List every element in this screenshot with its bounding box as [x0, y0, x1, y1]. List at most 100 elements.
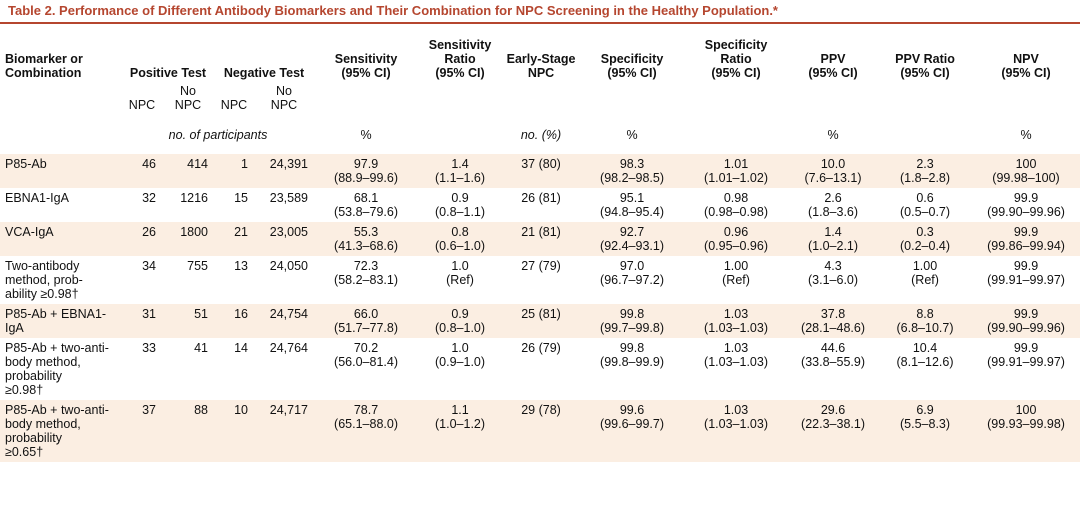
- specificity-ratio-cell: 1.01 (1.01–1.02): [684, 154, 789, 188]
- ppv-ratio-cell: 0.3 (0.2–0.4): [878, 222, 973, 256]
- negative-npc-cell: 1: [214, 154, 254, 188]
- early-stage-cell: 21 (81): [502, 222, 581, 256]
- negative-no-npc-cell: 24,717: [254, 400, 315, 462]
- header-sensitivity: Sensitivity (95% CI): [334, 52, 398, 80]
- npv-cell: 99.9 (99.91–99.97): [987, 341, 1065, 369]
- ppv-ratio-cell: 0.6 (0.5–0.7): [900, 191, 951, 219]
- biomarker-cell: P85-Ab: [0, 154, 122, 188]
- specificity-cell: 99.8 (99.7–99.8): [580, 304, 685, 338]
- unit-early-stage: no. (%): [520, 128, 562, 142]
- ppv-cell: 10.0 (7.6–13.1): [788, 154, 879, 188]
- negative-no-npc-cell: 24,764: [269, 341, 309, 355]
- specificity-cell: 95.1 (94.8–95.4): [600, 191, 664, 219]
- header-positive-test: Positive Test: [129, 66, 207, 80]
- ppv-ratio-cell: 8.8 (6.8–10.7): [878, 304, 973, 338]
- sensitivity-ratio-cell: 0.9 (0.8–1.1): [435, 191, 486, 219]
- negative-no-npc-cell: 24,754: [254, 304, 315, 338]
- table-row: VCA-IgA 26 1800 21 23,005 55.3 (41.3–68.6) 0.8(…: [0, 222, 1080, 256]
- subheader-pos-no-npc: No NPC: [174, 84, 202, 112]
- negative-npc-cell: 15: [234, 191, 248, 205]
- early-stage-cell: 26 (81): [521, 191, 561, 205]
- npv-cell: 99.9 (99.91–99.97): [987, 259, 1065, 287]
- npv-cell: 99.9 (99.90–99.96): [987, 191, 1065, 219]
- positive-npc-cell: 46: [122, 154, 162, 188]
- header-biomarker: Biomarker or Combination: [5, 52, 83, 80]
- ppv-cell: 1.4 (1.0–2.1): [788, 222, 879, 256]
- sensitivity-cell: 97.9 (88.9–99.6): [314, 154, 419, 188]
- positive-no-npc-cell: 51: [162, 304, 214, 338]
- early-stage-cell: 27 (79): [521, 259, 561, 273]
- negative-npc-cell: 13: [234, 259, 248, 273]
- ppv-ratio-cell: 10.4 (8.1–12.6): [896, 341, 954, 369]
- biomarker-cell: Two-antibody method, prob-ability ≥0.98†: [5, 259, 83, 301]
- specificity-cell: 97.0 (96.7–97.2): [600, 259, 664, 287]
- positive-no-npc-cell: 755: [187, 259, 208, 273]
- npv-cell: 100 (99.98–100): [972, 154, 1080, 188]
- sensitivity-ratio-cell: 1.4 (1.1–1.6): [418, 154, 503, 188]
- subheader-neg-npc: NPC: [220, 98, 248, 112]
- table-row: P85-Ab + EBNA1- IgA 31 51 16 24,754 66.0 (51.7–…: [0, 304, 1080, 338]
- positive-npc-cell: 26: [122, 222, 162, 256]
- biomarker-cell: VCA-IgA: [0, 222, 122, 256]
- negative-no-npc-cell: 24,050: [269, 259, 309, 273]
- sensitivity-cell: 68.1 (53.8–79.6): [334, 191, 398, 219]
- npv-cell: 100 (99.93–99.98): [972, 400, 1080, 462]
- specificity-ratio-cell: 1.03 (1.03–1.03): [684, 400, 789, 462]
- specificity-ratio-cell: 1.00 (Ref): [722, 259, 750, 287]
- header-specificity: Specificity (95% CI): [600, 52, 664, 80]
- header-sensitivity-ratio: Sensitivity Ratio (95% CI): [428, 38, 492, 80]
- specificity-ratio-cell: 1.03 (1.03–1.03): [684, 304, 789, 338]
- unit-participants: no. of participants: [168, 128, 268, 142]
- early-stage-cell: 29 (78): [502, 400, 581, 462]
- ppv-cell: 37.8 (28.1–48.6): [788, 304, 879, 338]
- biomarker-cell: P85-Ab + EBNA1- IgA: [0, 304, 122, 338]
- early-stage-cell: 37 (80): [502, 154, 581, 188]
- ppv-cell: 4.3 (3.1–6.0): [808, 259, 859, 287]
- specificity-cell: 99.8 (99.8–99.9): [600, 341, 664, 369]
- npv-cell: 99.9 (99.86–99.94): [972, 222, 1080, 256]
- header-specificity-ratio: Specificity Ratio (95% CI): [704, 38, 768, 80]
- positive-no-npc-cell: 1800: [162, 222, 214, 256]
- ppv-ratio-cell: 6.9 (5.5–8.3): [878, 400, 973, 462]
- sensitivity-ratio-cell: 1.0 (Ref): [446, 259, 474, 287]
- ppv-cell: 44.6 (33.8–55.9): [801, 341, 865, 369]
- unit-ppv: %: [827, 128, 839, 142]
- positive-no-npc-cell: 414: [162, 154, 214, 188]
- header-early-stage: Early-Stage NPC: [506, 52, 576, 80]
- negative-no-npc-cell: 23,589: [269, 191, 309, 205]
- sensitivity-ratio-cell: 0.9 (0.8–1.0): [418, 304, 503, 338]
- sensitivity-cell: 55.3 (41.3–68.6): [314, 222, 419, 256]
- ppv-ratio-cell: 1.00 (Ref): [911, 259, 939, 287]
- results-table: Biomarker or Combination Positive Test N…: [0, 24, 1080, 462]
- biomarker-cell: P85-Ab + two-anti-body method, probabilit…: [5, 341, 109, 397]
- ppv-ratio-cell: 2.3 (1.8–2.8): [878, 154, 973, 188]
- sensitivity-ratio-cell: 0.8 (0.6–1.0): [418, 222, 503, 256]
- specificity-cell: 98.3 (98.2–98.5): [580, 154, 685, 188]
- positive-npc-cell: 33: [142, 341, 156, 355]
- positive-npc-cell: 31: [122, 304, 162, 338]
- negative-npc-cell: 16: [214, 304, 254, 338]
- npv-cell: 99.9 (99.90–99.96): [972, 304, 1080, 338]
- sensitivity-cell: 78.7 (65.1–88.0): [314, 400, 419, 462]
- sensitivity-cell: 72.3 (58.2–83.1): [334, 259, 398, 287]
- sensitivity-cell: 70.2 (56.0–81.4): [334, 341, 398, 369]
- positive-no-npc-cell: 41: [194, 341, 208, 355]
- sensitivity-cell: 66.0 (51.7–77.8): [314, 304, 419, 338]
- biomarker-cell: EBNA1-IgA: [5, 191, 69, 205]
- table-body: P85-Ab 46 414 1 24,391 97.9 (88.9–99.6) 1.4 (1.1…: [0, 154, 1080, 462]
- table-row: EBNA1-IgA 32 1216 15 23,589 68.1 (53.8–79.6) 0.…: [0, 188, 1080, 222]
- biomarker-cell: P85-Ab + two-anti-body method, probabilit…: [0, 400, 122, 462]
- header-negative-test: Negative Test: [223, 66, 305, 80]
- unit-npv: %: [1020, 128, 1032, 142]
- sensitivity-ratio-cell: 1.0 (0.9–1.0): [435, 341, 486, 369]
- negative-no-npc-cell: 24,391: [254, 154, 315, 188]
- negative-no-npc-cell: 23,005: [254, 222, 315, 256]
- specificity-ratio-cell: 0.96 (0.95–0.96): [684, 222, 789, 256]
- header-ppv-ratio: PPV Ratio (95% CI): [895, 52, 955, 80]
- negative-npc-cell: 21: [214, 222, 254, 256]
- unit-sensitivity: %: [360, 128, 372, 142]
- table-row: Two-antibody method, prob-ability ≥0.98† 3…: [0, 256, 1080, 304]
- positive-npc-cell: 34: [142, 259, 156, 273]
- negative-npc-cell: 10: [214, 400, 254, 462]
- negative-npc-cell: 14: [234, 341, 248, 355]
